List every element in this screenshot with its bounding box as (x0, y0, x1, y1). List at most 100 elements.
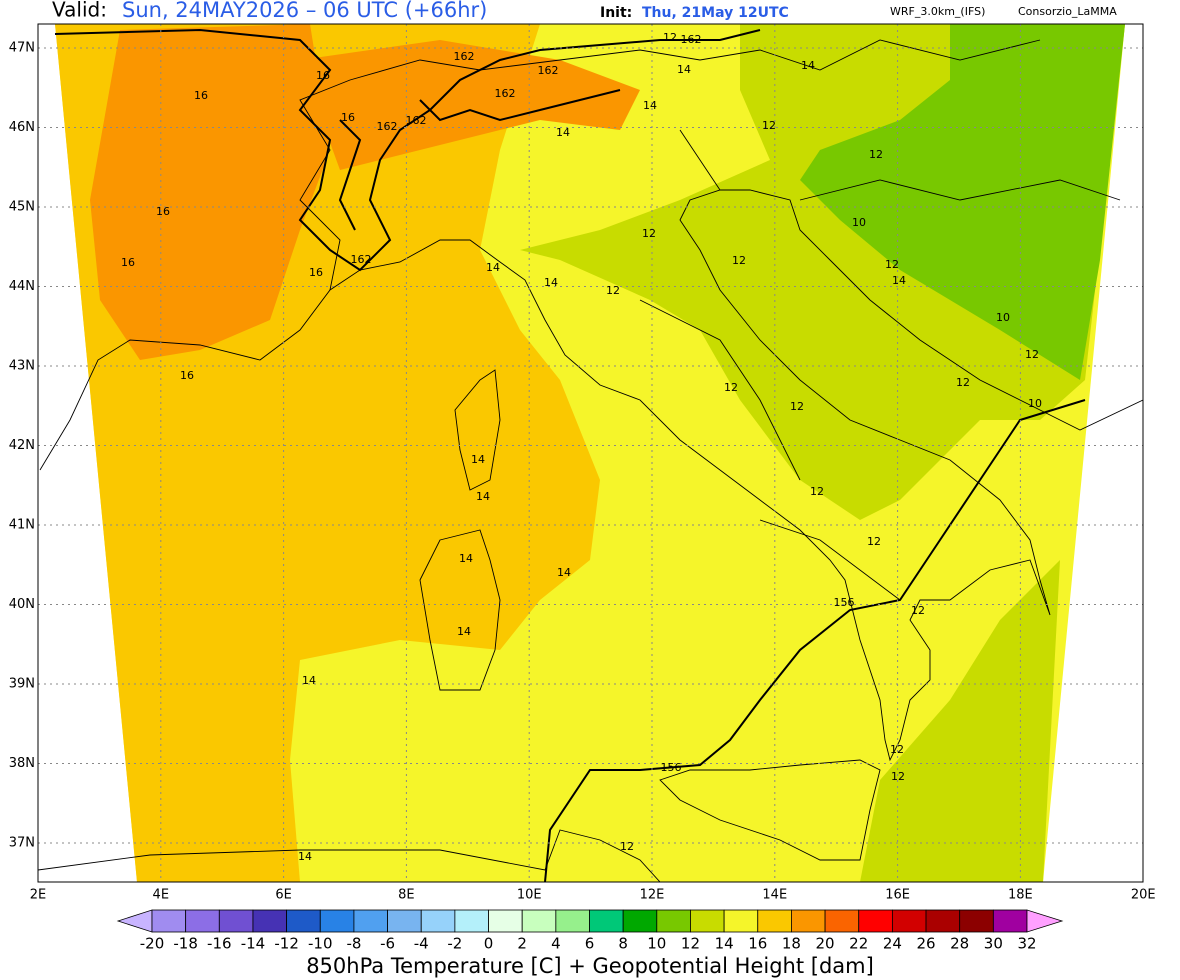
lat-label: 42N (9, 438, 35, 453)
contour-label: 14 (556, 126, 570, 139)
map-overlay: 16 16 16 16 16 16 16 162 162 162 162 162 162 162 12 14 1… (38, 24, 1143, 882)
lat-label: 40N (9, 597, 35, 612)
contour-label: 162 (351, 253, 372, 266)
coastline-sicily (659, 759, 881, 861)
colorbar-end (116, 909, 153, 933)
lat-label: 39N (9, 677, 35, 692)
colorbar-label: -6 (380, 935, 395, 953)
contour-label: 14 (544, 276, 558, 289)
coastline (39, 189, 1143, 762)
contour-label: 16 (180, 369, 194, 382)
contour-label: 16 (121, 256, 135, 269)
lon-label: 12E (640, 888, 665, 903)
colorbar-label: -16 (207, 935, 232, 953)
colorbar-box (151, 909, 187, 933)
contour-156 (544, 399, 1086, 882)
contour-label: 12 (890, 743, 904, 756)
contour-label: 12 (732, 254, 746, 267)
colorbar-label: 6 (585, 935, 595, 953)
contour-label: 14 (486, 261, 500, 274)
colorbar-box (286, 909, 321, 933)
colorbar-label: 2 (517, 935, 527, 953)
contour-label: 12 (663, 31, 677, 44)
contour-label: 12 (606, 284, 620, 297)
contour-label: 14 (298, 850, 312, 863)
lon-label: 20E (1131, 888, 1156, 903)
colorbar-label: 16 (748, 935, 767, 953)
colorbar-label: -20 (140, 935, 165, 953)
contour-label: 14 (457, 625, 471, 638)
lat-label: 46N (9, 120, 35, 135)
colorbar-label: -14 (241, 935, 266, 953)
lat-label: 38N (9, 756, 35, 771)
contour-label: 12 (867, 535, 881, 548)
temperature-field (800, 24, 1125, 380)
lat-label: 41N (9, 518, 35, 533)
contour-label: 12 (724, 381, 738, 394)
colorbar-box (656, 909, 691, 933)
colorbar-label: 12 (681, 935, 700, 953)
contour-label: 156 (661, 761, 682, 774)
colorbar-label: 20 (816, 935, 835, 953)
border (299, 39, 1121, 601)
colorbar-label: 4 (551, 935, 561, 953)
colorbar-label: 24 (883, 935, 902, 953)
colorbar-label: 22 (849, 935, 868, 953)
contour-label: 14 (801, 59, 815, 72)
lon-label: 4E (153, 888, 170, 903)
contour-label: 12 (620, 840, 634, 853)
colorbar-label: -4 (414, 935, 429, 953)
lon-label: 18E (1008, 888, 1033, 903)
colorbar-box (185, 909, 220, 933)
colorbar-box (690, 909, 725, 933)
contour-label: 12 (642, 227, 656, 240)
init-label: Init: (600, 5, 632, 21)
colorbar-box (858, 909, 893, 933)
lat-label: 45N (9, 200, 35, 215)
lat-label: 37N (9, 836, 35, 851)
lat-label: 44N (9, 279, 35, 294)
lon-label: 8E (398, 888, 415, 903)
contour-label: 16 (341, 111, 355, 124)
contour-label: 162 (538, 64, 559, 77)
colorbar-box (622, 909, 658, 933)
colorbar-box (252, 909, 288, 933)
colorbar-box (488, 909, 523, 933)
contour-label: 12 (790, 400, 804, 413)
lat-label: 43N (9, 359, 35, 374)
colorbar-box (319, 909, 355, 933)
colorbar-box (218, 909, 254, 933)
colorbar-box (723, 909, 759, 933)
contour-label: 162 (377, 120, 398, 133)
colorbar-label: -18 (173, 935, 198, 953)
contour-label: 10 (1028, 397, 1042, 410)
map-area (55, 24, 1125, 882)
contour-label: 14 (677, 63, 691, 76)
colorbar-box (353, 909, 388, 933)
lon-label: 10E (517, 888, 542, 903)
colorbar-label: 10 (647, 935, 666, 953)
colorbar-box (757, 909, 792, 933)
colorbar-label: 18 (782, 935, 801, 953)
contour-label: 10 (852, 216, 866, 229)
contour-label: 12 (810, 485, 824, 498)
contour-label: 12 (891, 770, 905, 783)
coastline-africa (38, 829, 661, 882)
contour-label: 14 (557, 566, 571, 579)
coastline-sardinia (419, 529, 501, 691)
contour-label: 12 (869, 148, 883, 161)
contour-label: 14 (892, 274, 906, 287)
contour-label: 162 (454, 50, 475, 63)
colorbar-label: -12 (274, 935, 299, 953)
contour-162 (54, 28, 761, 272)
contour-label: 16 (194, 89, 208, 102)
valid-label: Valid: (52, 0, 107, 22)
contour-label: 14 (476, 490, 490, 503)
colorbar-label: -8 (346, 935, 361, 953)
colorbar-box (555, 909, 590, 933)
colorbar-label: 26 (916, 935, 935, 953)
source-name: Consorzio_LaMMA (1018, 5, 1117, 18)
contour-label: 16 (156, 205, 170, 218)
colorbar-label: 28 (950, 935, 969, 953)
